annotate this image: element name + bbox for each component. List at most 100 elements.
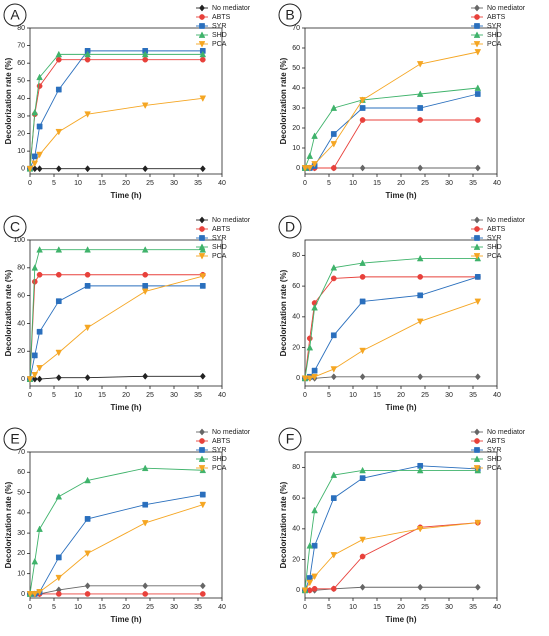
legend-marker: [473, 253, 481, 260]
series-line: [29, 274, 203, 380]
marker: [359, 347, 366, 355]
legend-marker: [198, 455, 206, 462]
marker: [84, 165, 91, 173]
marker: [31, 557, 39, 565]
legend-label: SHD: [487, 32, 502, 39]
marker: [474, 274, 481, 280]
marker: [311, 542, 318, 549]
marker: [199, 283, 206, 289]
series-line: [304, 276, 478, 379]
x-tick-label: 0: [28, 604, 32, 611]
marker: [417, 274, 424, 280]
y-tick-label: 0: [296, 165, 300, 172]
legend-label: SHD: [487, 456, 502, 463]
plot-frame: [304, 239, 498, 387]
marker: [474, 91, 481, 97]
legend-marker: [198, 31, 206, 38]
y-tick-label: 40: [292, 314, 300, 321]
marker: [141, 50, 149, 58]
y-tick-label: 20: [292, 556, 300, 563]
legend-label: SYR: [212, 447, 226, 454]
legend-label: ABTS: [212, 226, 231, 233]
marker: [199, 491, 206, 498]
marker: [26, 376, 34, 383]
legend-label: PCA: [487, 253, 502, 260]
y-tick-label: 0: [296, 375, 300, 382]
y-tick-label: 0: [21, 166, 25, 173]
legend-label: SHD: [212, 32, 227, 39]
marker: [306, 542, 314, 549]
y-tick-label: 10: [17, 148, 25, 155]
y-tick-label: 80: [292, 252, 300, 259]
marker: [84, 271, 91, 278]
marker: [306, 579, 314, 587]
marker: [311, 367, 318, 374]
marker: [36, 271, 43, 278]
panel: E 0 10 20 30 40 50 60 70 0 5 10 15 20 25 30 35 40 Time (h)…: [3, 427, 251, 624]
y-tick-label: 60: [17, 469, 25, 476]
marker: [474, 298, 482, 306]
panel-label-circle: [3, 3, 27, 27]
marker: [359, 97, 366, 104]
y-tick-label: 40: [17, 320, 25, 327]
marker: [31, 375, 38, 383]
y-tick-label: 20: [292, 125, 300, 132]
marker: [330, 373, 337, 381]
x-tick-label: 25: [421, 180, 429, 187]
panel: F 0 20 40 60 80 0 5 10 15 20 25 30 35 40 Time (h) Decolo…: [278, 427, 526, 624]
marker: [141, 520, 149, 527]
marker: [359, 583, 366, 591]
marker: [84, 324, 91, 332]
marker: [84, 516, 91, 522]
y-tick-label: 80: [292, 464, 300, 471]
marker: [330, 141, 338, 148]
marker: [416, 61, 424, 68]
x-tick-label: 25: [146, 392, 154, 399]
y-tick-label: 60: [292, 283, 300, 290]
series-line: [30, 504, 203, 595]
x-axis-label: Time (h): [111, 615, 142, 624]
y-tick-label: 50: [17, 489, 25, 496]
marker: [55, 86, 62, 93]
legend-label: PCA: [212, 253, 227, 260]
y-tick-label: 50: [292, 65, 300, 72]
marker: [31, 372, 39, 379]
marker: [142, 372, 149, 380]
panel-label-circle: [278, 3, 302, 27]
marker: [301, 587, 309, 594]
panel-label: E: [10, 431, 19, 447]
x-axis-label: Time (h): [386, 191, 417, 200]
x-tick-label: 35: [469, 180, 477, 187]
x-tick-label: 15: [373, 180, 381, 187]
legend-label: SYR: [212, 23, 226, 30]
x-tick-label: 10: [349, 180, 357, 187]
x-tick-label: 5: [327, 392, 331, 399]
marker: [199, 50, 207, 58]
x-tick-label: 25: [421, 604, 429, 611]
x-tick-label: 35: [194, 392, 202, 399]
legend-label: No mediator: [212, 217, 251, 224]
legend-marker: [198, 243, 206, 250]
series-line: [29, 249, 203, 380]
x-tick-label: 30: [445, 180, 453, 187]
marker: [84, 550, 91, 558]
marker: [306, 375, 314, 382]
y-tick-label: 50: [17, 78, 25, 85]
marker: [55, 554, 62, 561]
y-tick-label: 30: [17, 530, 25, 537]
marker: [330, 165, 337, 171]
marker: [199, 165, 206, 173]
marker: [142, 283, 149, 289]
marker: [31, 264, 39, 271]
marker: [359, 274, 366, 280]
legend-label: SHD: [212, 244, 227, 251]
x-tick-label: 35: [469, 392, 477, 399]
marker: [142, 582, 149, 590]
marker: [199, 95, 207, 103]
marker: [199, 501, 207, 509]
marker: [199, 56, 206, 63]
marker: [36, 589, 43, 596]
x-tick-label: 40: [218, 180, 226, 187]
legend-label: ABTS: [487, 14, 506, 21]
